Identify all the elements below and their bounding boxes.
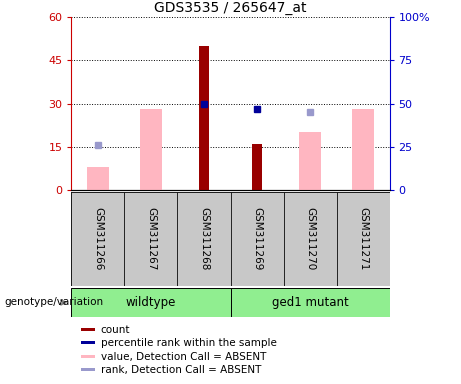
Bar (81, 368, 95, 371)
Text: ged1 mutant: ged1 mutant (272, 296, 349, 309)
Bar (87, 167, 108, 190)
Text: GSM311268: GSM311268 (199, 207, 209, 271)
Bar (71, 288, 230, 317)
Bar (352, 109, 373, 190)
Text: genotype/variation: genotype/variation (5, 297, 104, 308)
Bar (81, 355, 95, 358)
Bar (140, 109, 161, 190)
Text: GSM311270: GSM311270 (305, 207, 315, 271)
Bar (230, 192, 284, 286)
Bar (299, 132, 320, 190)
Bar (230, 288, 390, 317)
Bar (284, 192, 337, 286)
Text: rank, Detection Call = ABSENT: rank, Detection Call = ABSENT (101, 365, 261, 375)
Text: GSM311267: GSM311267 (146, 207, 156, 271)
Text: percentile rank within the sample: percentile rank within the sample (101, 338, 277, 348)
Title: GDS3535 / 265647_at: GDS3535 / 265647_at (154, 1, 307, 15)
Text: value, Detection Call = ABSENT: value, Detection Call = ABSENT (101, 352, 266, 362)
Text: count: count (101, 325, 130, 335)
Bar (199, 46, 209, 190)
Text: GSM311271: GSM311271 (358, 207, 368, 271)
Bar (71, 192, 124, 286)
Bar (177, 192, 230, 286)
Text: GSM311266: GSM311266 (93, 207, 103, 271)
Bar (124, 192, 177, 286)
Bar (337, 192, 390, 286)
Bar (252, 144, 262, 190)
Text: wildtype: wildtype (126, 296, 176, 309)
Text: GSM311269: GSM311269 (252, 207, 262, 271)
Bar (81, 341, 95, 344)
Bar (81, 328, 95, 331)
